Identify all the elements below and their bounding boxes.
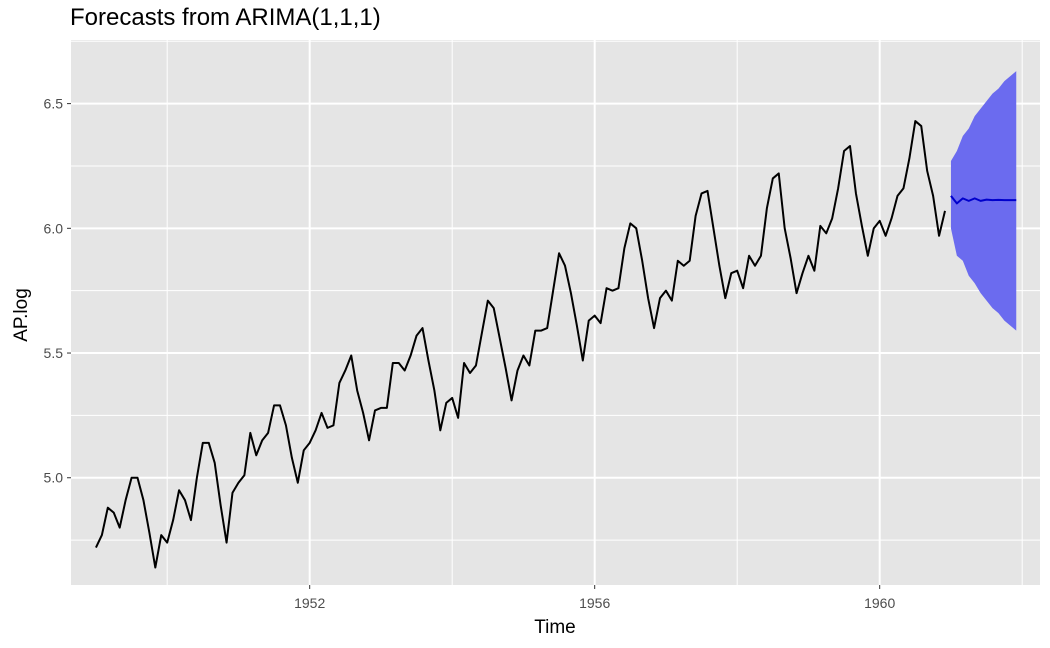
y-axis-title: AP.log	[11, 288, 32, 342]
minor-gridlines	[71, 40, 1040, 585]
plot-panel	[71, 40, 1040, 585]
x-tick-label: 1960	[864, 595, 895, 611]
y-tick-label: 5.5	[44, 345, 64, 361]
x-axis-title: Time	[534, 617, 576, 638]
x-axis: 1952 1956 1960	[294, 585, 895, 611]
x-tick-label: 1952	[294, 595, 325, 611]
y-axis: 5.0 5.5 6.0 6.5	[44, 96, 71, 486]
x-tick-label: 1956	[579, 595, 610, 611]
y-tick-label: 5.0	[44, 470, 64, 486]
chart-title: Forecasts from ARIMA(1,1,1)	[70, 4, 381, 31]
series-line	[95, 120, 946, 569]
major-gridlines	[71, 40, 1040, 585]
y-tick-label: 6.0	[44, 220, 64, 236]
y-tick-label: 6.5	[44, 96, 64, 112]
forecast-line	[950, 195, 1017, 205]
